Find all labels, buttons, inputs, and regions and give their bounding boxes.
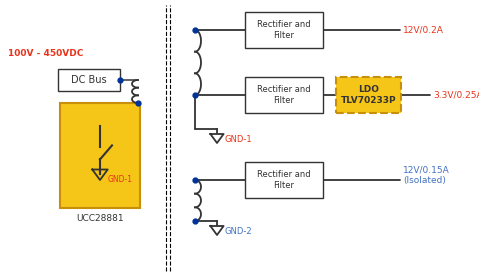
Text: 12V/0.15A
(Isolated): 12V/0.15A (Isolated) <box>403 165 450 185</box>
Text: LDO
TLV70233P: LDO TLV70233P <box>341 85 396 105</box>
Text: Rectifier and
Filter: Rectifier and Filter <box>257 85 311 105</box>
Text: Rectifier and
Filter: Rectifier and Filter <box>257 20 311 40</box>
Text: GND-2: GND-2 <box>225 227 252 235</box>
Text: GND-1: GND-1 <box>225 134 252 144</box>
Text: Rectifier and
Filter: Rectifier and Filter <box>257 170 311 190</box>
FancyBboxPatch shape <box>245 162 323 198</box>
FancyBboxPatch shape <box>336 77 401 113</box>
FancyBboxPatch shape <box>58 69 120 91</box>
Text: DC Bus: DC Bus <box>71 75 107 85</box>
FancyBboxPatch shape <box>245 77 323 113</box>
Text: GND-1: GND-1 <box>108 174 133 184</box>
Text: 3.3V/0.25A: 3.3V/0.25A <box>433 91 479 100</box>
Text: 12V/0.2A: 12V/0.2A <box>403 25 444 34</box>
Text: UCC28881: UCC28881 <box>76 214 124 223</box>
FancyBboxPatch shape <box>245 12 323 48</box>
FancyBboxPatch shape <box>60 103 140 208</box>
Text: 100V - 450VDC: 100V - 450VDC <box>8 49 83 59</box>
